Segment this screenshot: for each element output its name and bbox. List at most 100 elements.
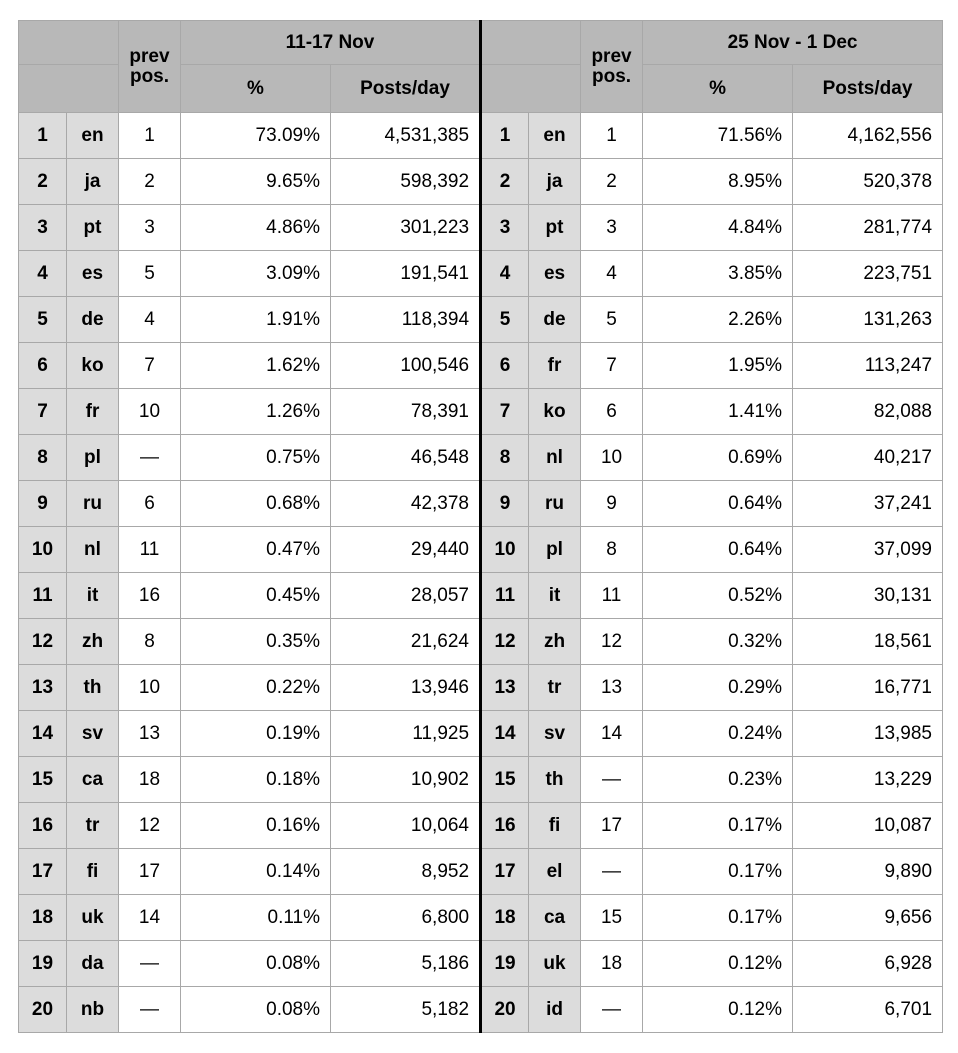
posts-per-day-cell: 13,985 bbox=[793, 711, 943, 757]
rank-cell: 10 bbox=[19, 527, 67, 573]
header-prev-l1-a: prev bbox=[129, 47, 170, 67]
lang-cell: nb bbox=[67, 987, 119, 1033]
posts-per-day-cell: 9,656 bbox=[793, 895, 943, 941]
prev-pos-cell: 7 bbox=[119, 343, 181, 389]
prev-pos-cell: 16 bbox=[119, 573, 181, 619]
header-blank-b bbox=[481, 21, 581, 65]
rank-cell: 13 bbox=[19, 665, 67, 711]
prev-pos-cell: 7 bbox=[581, 343, 643, 389]
prev-pos-cell: 14 bbox=[119, 895, 181, 941]
prev-pos-cell: 10 bbox=[581, 435, 643, 481]
posts-per-day-cell: 8,952 bbox=[331, 849, 481, 895]
rank-cell: 10 bbox=[481, 527, 529, 573]
posts-per-day-cell: 118,394 bbox=[331, 297, 481, 343]
posts-per-day-cell: 13,229 bbox=[793, 757, 943, 803]
posts-per-day-cell: 5,186 bbox=[331, 941, 481, 987]
lang-cell: sv bbox=[529, 711, 581, 757]
prev-pos-cell: 8 bbox=[119, 619, 181, 665]
prev-pos-cell: 13 bbox=[119, 711, 181, 757]
prev-pos-cell: 11 bbox=[119, 527, 181, 573]
header-period-b: 25 Nov - 1 Dec bbox=[643, 21, 943, 65]
header-blank-b2 bbox=[481, 65, 581, 113]
header-pct-b: % bbox=[643, 65, 793, 113]
percent-cell: 1.95% bbox=[643, 343, 793, 389]
posts-per-day-cell: 10,902 bbox=[331, 757, 481, 803]
percent-cell: 0.68% bbox=[181, 481, 331, 527]
rank-cell: 6 bbox=[19, 343, 67, 389]
percent-cell: 0.23% bbox=[643, 757, 793, 803]
percent-cell: 3.85% bbox=[643, 251, 793, 297]
rank-cell: 8 bbox=[481, 435, 529, 481]
lang-cell: fr bbox=[67, 389, 119, 435]
rank-cell: 12 bbox=[19, 619, 67, 665]
percent-cell: 8.95% bbox=[643, 159, 793, 205]
percent-cell: 0.08% bbox=[181, 987, 331, 1033]
posts-per-day-cell: 11,925 bbox=[331, 711, 481, 757]
header-prev-pos-b: prev pos. bbox=[581, 21, 643, 113]
percent-cell: 9.65% bbox=[181, 159, 331, 205]
percent-cell: 0.75% bbox=[181, 435, 331, 481]
table-row: 18uk140.11%6,80018ca150.17%9,656 bbox=[19, 895, 943, 941]
rank-cell: 19 bbox=[19, 941, 67, 987]
language-ranking-table: prev pos. 11-17 Nov prev pos. 25 Nov - 1… bbox=[18, 20, 943, 1033]
prev-pos-cell: 9 bbox=[581, 481, 643, 527]
percent-cell: 0.08% bbox=[181, 941, 331, 987]
posts-per-day-cell: 301,223 bbox=[331, 205, 481, 251]
lang-cell: tr bbox=[67, 803, 119, 849]
rank-cell: 8 bbox=[19, 435, 67, 481]
prev-pos-cell: 15 bbox=[581, 895, 643, 941]
rank-cell: 17 bbox=[481, 849, 529, 895]
posts-per-day-cell: 29,440 bbox=[331, 527, 481, 573]
lang-cell: pt bbox=[529, 205, 581, 251]
percent-cell: 0.32% bbox=[643, 619, 793, 665]
table-row: 17fi170.14%8,95217el—0.17%9,890 bbox=[19, 849, 943, 895]
percent-cell: 0.24% bbox=[643, 711, 793, 757]
table-row: 1en173.09%4,531,3851en171.56%4,162,556 bbox=[19, 113, 943, 159]
rank-cell: 14 bbox=[481, 711, 529, 757]
percent-cell: 0.52% bbox=[643, 573, 793, 619]
percent-cell: 0.16% bbox=[181, 803, 331, 849]
posts-per-day-cell: 598,392 bbox=[331, 159, 481, 205]
rank-cell: 15 bbox=[19, 757, 67, 803]
table-row: 13th100.22%13,94613tr130.29%16,771 bbox=[19, 665, 943, 711]
table-row: 5de41.91%118,3945de52.26%131,263 bbox=[19, 297, 943, 343]
percent-cell: 0.19% bbox=[181, 711, 331, 757]
percent-cell: 0.17% bbox=[643, 895, 793, 941]
table-row: 15ca180.18%10,90215th—0.23%13,229 bbox=[19, 757, 943, 803]
prev-pos-cell: 17 bbox=[581, 803, 643, 849]
lang-cell: ko bbox=[529, 389, 581, 435]
posts-per-day-cell: 21,624 bbox=[331, 619, 481, 665]
lang-cell: it bbox=[67, 573, 119, 619]
posts-per-day-cell: 191,541 bbox=[331, 251, 481, 297]
posts-per-day-cell: 281,774 bbox=[793, 205, 943, 251]
lang-cell: ca bbox=[529, 895, 581, 941]
prev-pos-cell: — bbox=[119, 435, 181, 481]
posts-per-day-cell: 16,771 bbox=[793, 665, 943, 711]
percent-cell: 0.11% bbox=[181, 895, 331, 941]
prev-pos-cell: — bbox=[581, 987, 643, 1033]
lang-cell: pl bbox=[67, 435, 119, 481]
table-row: 3pt34.86%301,2233pt34.84%281,774 bbox=[19, 205, 943, 251]
table-row: 11it160.45%28,05711it110.52%30,131 bbox=[19, 573, 943, 619]
percent-cell: 0.22% bbox=[181, 665, 331, 711]
rank-cell: 1 bbox=[19, 113, 67, 159]
lang-cell: ja bbox=[529, 159, 581, 205]
percent-cell: 73.09% bbox=[181, 113, 331, 159]
lang-cell: en bbox=[67, 113, 119, 159]
prev-pos-cell: 17 bbox=[119, 849, 181, 895]
lang-cell: tr bbox=[529, 665, 581, 711]
prev-pos-cell: 12 bbox=[581, 619, 643, 665]
rank-cell: 17 bbox=[19, 849, 67, 895]
rank-cell: 16 bbox=[481, 803, 529, 849]
header-prev-pos-a: prev pos. bbox=[119, 21, 181, 113]
rank-cell: 12 bbox=[481, 619, 529, 665]
rank-cell: 20 bbox=[19, 987, 67, 1033]
posts-per-day-cell: 42,378 bbox=[331, 481, 481, 527]
header-prev-l2-b: pos. bbox=[591, 67, 632, 87]
lang-cell: pl bbox=[529, 527, 581, 573]
lang-cell: fi bbox=[529, 803, 581, 849]
header-posts-a: Posts/day bbox=[331, 65, 481, 113]
lang-cell: nl bbox=[67, 527, 119, 573]
posts-per-day-cell: 82,088 bbox=[793, 389, 943, 435]
prev-pos-cell: — bbox=[581, 849, 643, 895]
